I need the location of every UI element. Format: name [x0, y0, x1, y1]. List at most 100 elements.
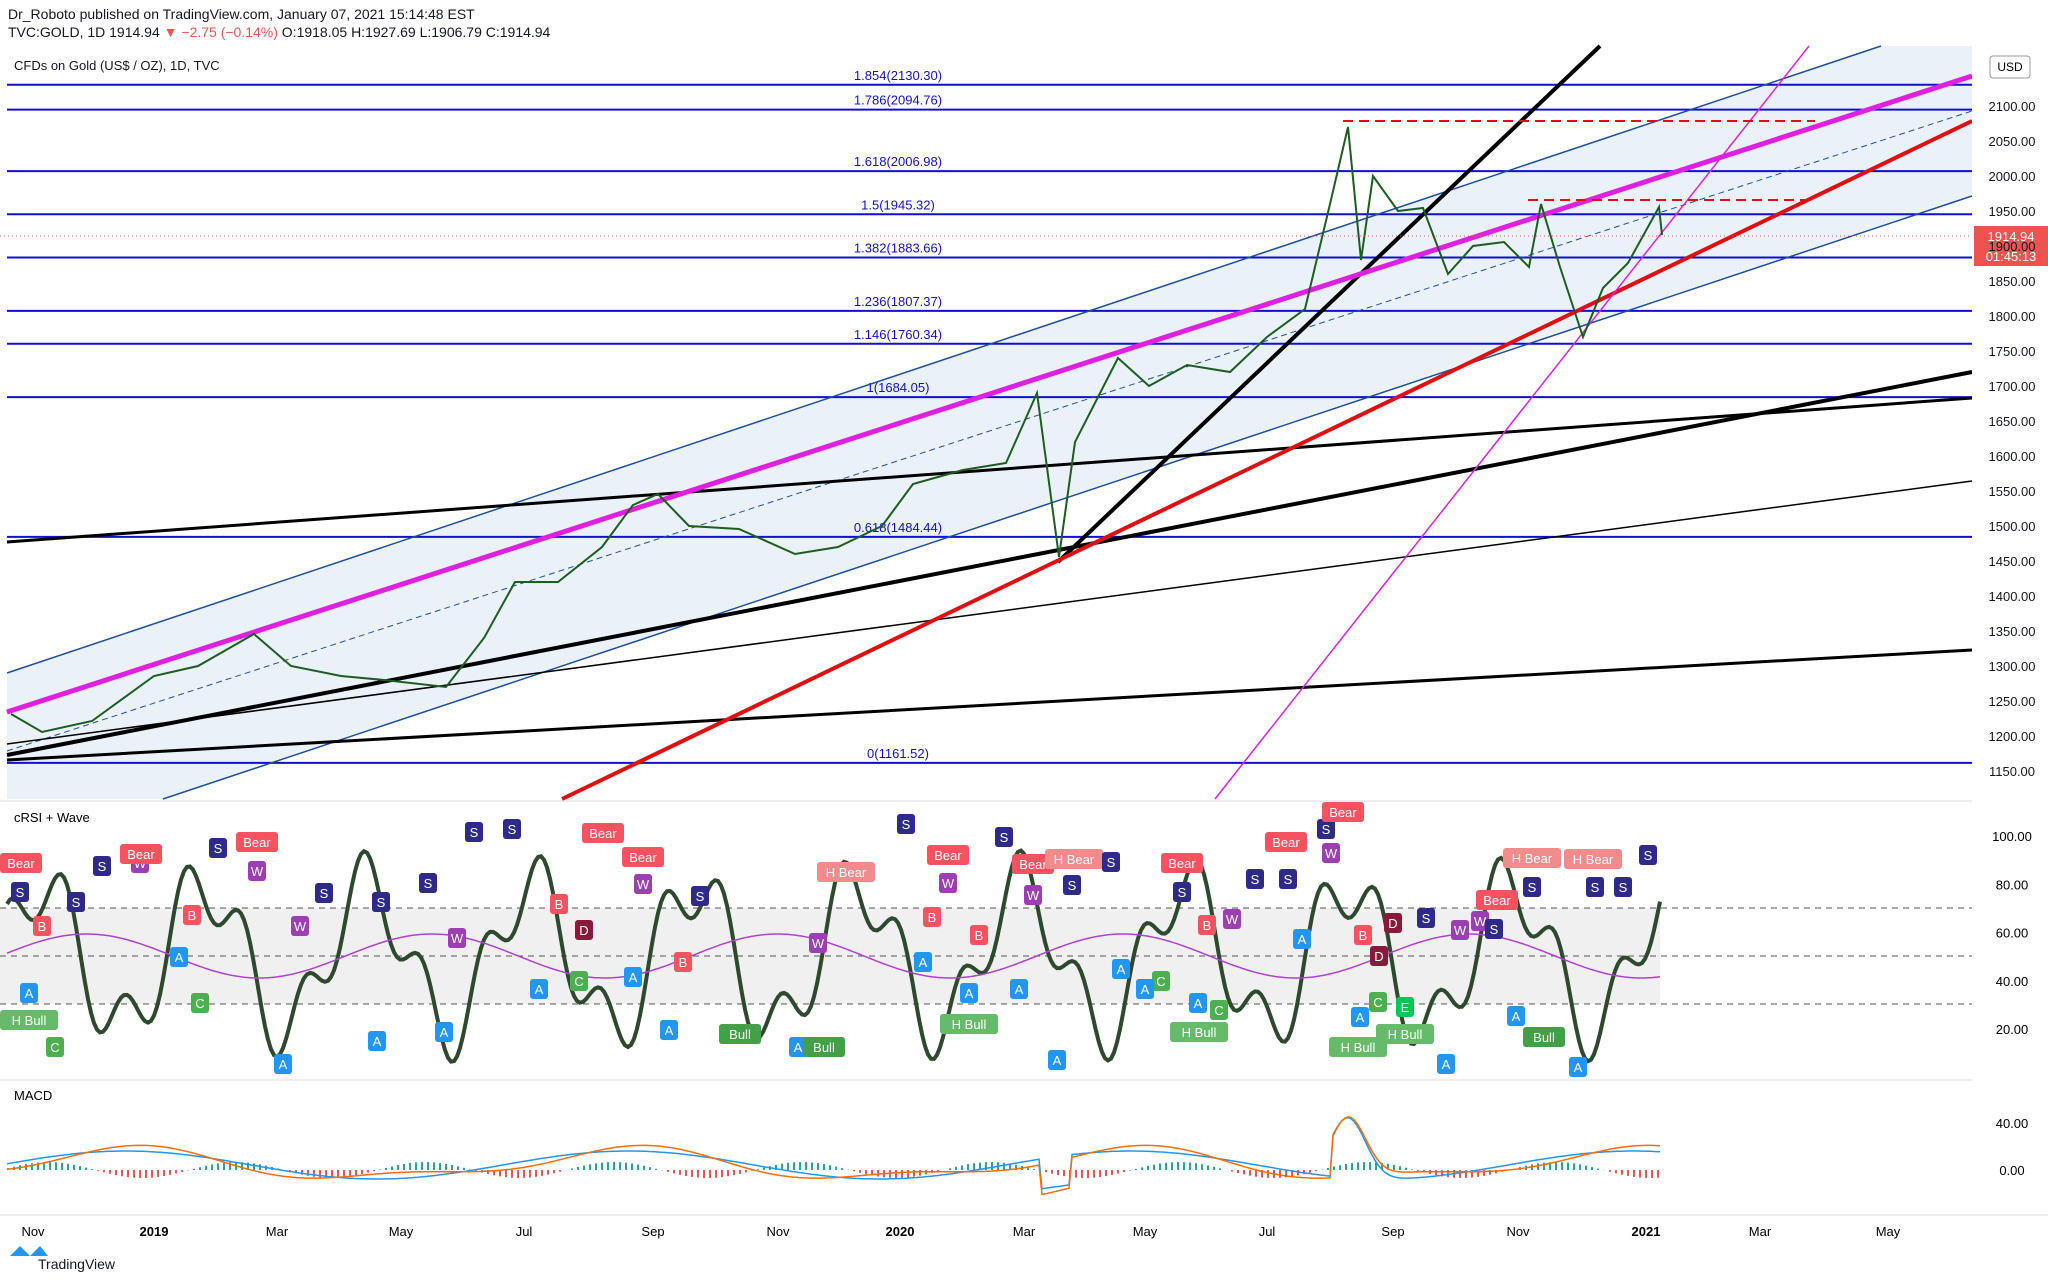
signal-badge: [1102, 852, 1120, 872]
signal-badge: [1048, 1050, 1066, 1070]
signal-badge: [1376, 1024, 1434, 1044]
macd-hist: [1561, 1162, 1563, 1170]
signal-label: H Bull: [12, 1013, 47, 1028]
macd-hist: [433, 1162, 435, 1170]
signal-badge: [248, 861, 266, 881]
macd-hist: [121, 1170, 123, 1177]
signal-label: A: [279, 1057, 288, 1072]
signal-label: S: [1644, 848, 1653, 863]
signal-badge: [372, 892, 390, 912]
macd-hist: [1003, 1162, 1005, 1170]
macd-hist: [1201, 1164, 1203, 1170]
macd-hist: [991, 1162, 993, 1170]
macd-hist: [871, 1170, 873, 1176]
signal-badge: [570, 971, 588, 991]
macd-hist: [1105, 1170, 1107, 1177]
signal-badge: [170, 947, 188, 967]
time-tick: Jul: [516, 1224, 533, 1239]
macd-hist: [1381, 1162, 1383, 1170]
signal-label: S: [902, 817, 911, 832]
macd-hist: [1483, 1170, 1485, 1176]
macd-hist: [391, 1166, 393, 1170]
signal-label: H Bull: [1341, 1040, 1376, 1055]
macd-hist: [1387, 1163, 1389, 1170]
signal-label: H Bull: [1182, 1025, 1217, 1040]
macd-hist: [61, 1162, 63, 1170]
macd-hist: [145, 1170, 147, 1178]
macd-hist: [1333, 1166, 1335, 1170]
signal-badge: [530, 979, 548, 999]
signal-label: H Bear: [826, 865, 867, 880]
macd-hist: [1123, 1170, 1125, 1173]
signal-badge: [575, 920, 593, 940]
signal-badge: [1614, 877, 1632, 897]
macd-hist: [631, 1163, 633, 1170]
macd-hist: [97, 1170, 99, 1171]
macd-hist: [1465, 1170, 1467, 1178]
signal-line: [6, 1116, 1661, 1196]
macd-hist: [1153, 1164, 1155, 1170]
macd-hist: [523, 1170, 525, 1178]
signal-badge: [11, 882, 29, 902]
signal-label: A: [175, 950, 184, 965]
signal-label: C: [1156, 974, 1165, 989]
macd-hist: [715, 1170, 717, 1178]
macd-hist: [385, 1167, 387, 1170]
signal-label: Bear: [127, 847, 155, 862]
time-tick: May: [1876, 1224, 1901, 1239]
macd-hist: [1363, 1162, 1365, 1170]
time-tick: 2020: [886, 1224, 915, 1239]
macd-hist: [1345, 1163, 1347, 1170]
signal-badge: [1317, 819, 1335, 839]
macd-hist: [1015, 1164, 1017, 1170]
macd-hist: [1177, 1162, 1179, 1170]
macd-hist: [73, 1164, 75, 1170]
signal-badge: [183, 905, 201, 925]
price-tick: 1950.00: [1989, 204, 2036, 219]
macd-hist: [1609, 1170, 1611, 1172]
macd-hist: [751, 1170, 753, 1171]
macd-hist: [679, 1170, 681, 1175]
macd-hist: [625, 1162, 627, 1170]
macd-hist: [211, 1164, 213, 1170]
macd-hist: [349, 1170, 351, 1177]
signal-label: S: [1591, 880, 1600, 895]
macd-hist: [529, 1170, 531, 1178]
macd-hist: [1591, 1167, 1593, 1170]
macd-hist: [1435, 1170, 1437, 1176]
signal-label: Bull: [729, 1027, 751, 1042]
signal-badge: [914, 952, 932, 972]
crsi-tick: 60.00: [1996, 926, 2029, 941]
ohlc: O:1918.05 H:1927.69 L:1906.79 C:1914.94: [281, 24, 551, 40]
macd-hist: [181, 1170, 183, 1172]
signal-badge: [0, 1010, 58, 1030]
macd-hist: [1357, 1162, 1359, 1170]
macd-hist: [727, 1170, 729, 1177]
macd-hist: [1261, 1170, 1263, 1178]
signal-badge: [550, 894, 568, 914]
macd-hist: [1087, 1170, 1089, 1178]
signal-label: A: [535, 982, 544, 997]
time-tick: May: [1133, 1224, 1158, 1239]
signal-badge: [660, 1020, 678, 1040]
signal-label: S: [508, 822, 517, 837]
signal-badge: [291, 916, 309, 936]
macd-hist: [829, 1165, 831, 1170]
macd-hist: [247, 1162, 249, 1170]
trendline: [6, 648, 1973, 762]
macd-hist: [1135, 1168, 1137, 1170]
macd-hist: [127, 1170, 129, 1178]
signal-badge: [691, 886, 709, 906]
signal-label: C: [195, 996, 204, 1011]
signal-label: A: [25, 986, 34, 1001]
macd-hist: [1597, 1168, 1599, 1170]
signal-badge: [789, 1037, 807, 1057]
macd-hist: [1159, 1163, 1161, 1170]
signal-badge: [1564, 849, 1622, 869]
macd-hist: [1441, 1170, 1443, 1177]
macd-hist: [1537, 1163, 1539, 1170]
crsi-tick: 20.00: [1996, 1022, 2029, 1037]
macd-hist: [1459, 1170, 1461, 1178]
signal-label: Bear: [1483, 893, 1511, 908]
signal-badge: [995, 827, 1013, 847]
